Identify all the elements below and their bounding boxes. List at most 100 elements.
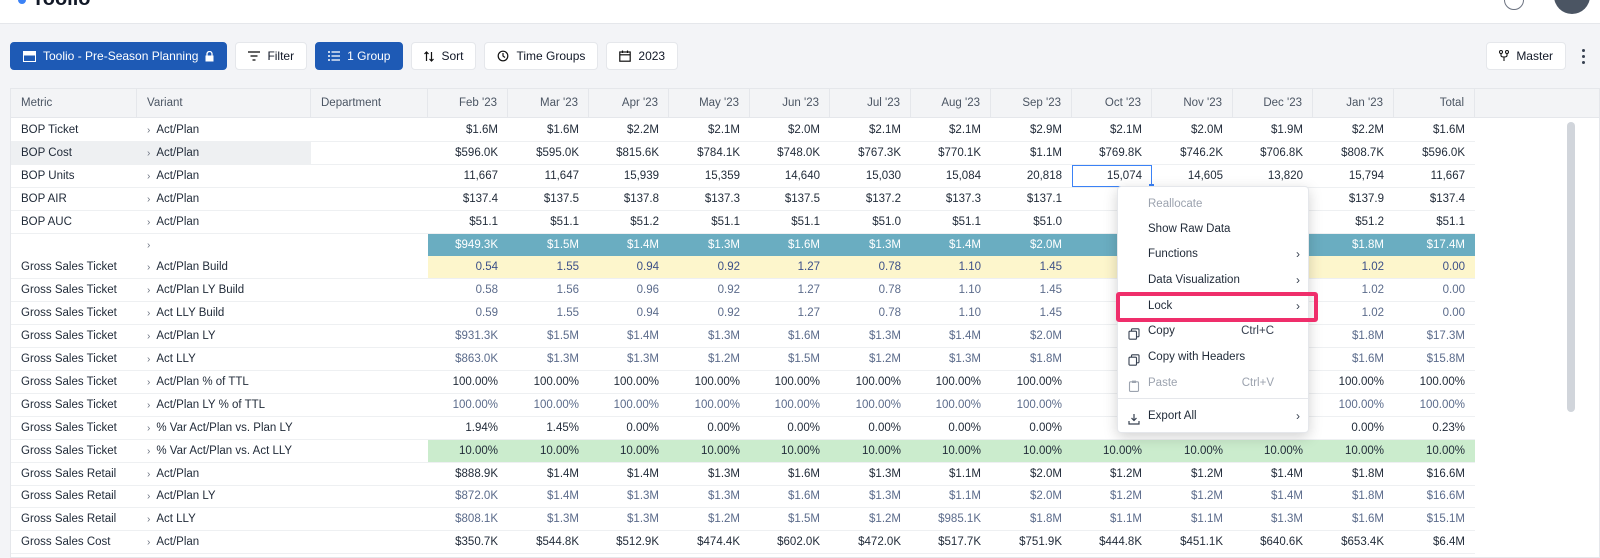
value-cell-apr-23[interactable]: $1.3M <box>627 490 659 503</box>
variant-cell[interactable]: › Act/Plan LY <box>137 325 311 347</box>
value-cell-oct-23[interactable]: 15,074 <box>1106 169 1142 182</box>
value-cell-feb-23[interactable]: $1.6M <box>466 124 498 136</box>
value-cell-total[interactable]: 0.00 <box>1442 284 1465 297</box>
column-header-variant[interactable]: Variant <box>137 89 311 118</box>
value-cell-jun-23[interactable]: 14,640 <box>784 169 820 182</box>
department-cell[interactable] <box>311 119 428 141</box>
expand-chevron-icon[interactable]: › <box>147 147 151 159</box>
column-header-jul-23[interactable]: Jul '23 <box>830 89 911 118</box>
value-cell-oct-23[interactable]: $769.8K <box>1099 146 1142 159</box>
department-cell[interactable] <box>311 188 428 210</box>
table-row[interactable]: Gross Sales Ticket › % Var Act/Plan vs. Ac… <box>11 439 1475 463</box>
metric-cell[interactable]: Gross Sales Ticket <box>21 444 117 457</box>
value-cell-jun-23[interactable]: 1.27 <box>797 261 820 274</box>
value-cell-feb-23[interactable]: $51.1 <box>469 215 498 228</box>
value-cell-apr-23[interactable]: 0.96 <box>636 284 659 297</box>
value-cell-apr-23[interactable]: $512.9K <box>616 536 659 549</box>
value-cell-jan-23[interactable]: 1.02 <box>1361 261 1384 274</box>
value-cell-nov-23[interactable]: $1.1M <box>1191 513 1223 526</box>
metric-cell[interactable]: Gross Sales Ticket <box>21 330 117 343</box>
value-cell-jun-23[interactable]: 100.00% <box>774 375 820 388</box>
value-cell-feb-23[interactable]: $863.0K <box>455 353 498 365</box>
value-cell-jul-23[interactable]: $51.0 <box>872 215 901 228</box>
value-cell-mar-23[interactable]: $1.4M <box>547 490 579 503</box>
variant-cell[interactable]: › Act/Plan <box>137 234 311 256</box>
column-header-dec-23[interactable]: Dec '23 <box>1233 89 1313 118</box>
table-row[interactable]: Gross Sales Retail › Act/Plan LY $872.0K $1.… <box>11 485 1475 509</box>
table-row[interactable]: Gross Sales Ticket › Act LLY $863.0K $1.3M $1… <box>11 348 1475 371</box>
value-cell-nov-23[interactable]: $2.0M <box>1191 124 1223 136</box>
view-selector-button[interactable]: Toolio - Pre-Season Planning <box>10 42 228 70</box>
department-cell[interactable] <box>311 417 428 439</box>
metric-cell[interactable]: Gross Sales Ticket <box>21 284 117 297</box>
value-cell-may-23[interactable]: 100.00% <box>694 375 740 388</box>
value-cell-jul-23[interactable]: $2.1M <box>869 124 901 136</box>
table-row[interactable]: Gross Sales Ticket › Act/Plan $949.3K $1.5M $… <box>11 233 1475 257</box>
column-header-metric[interactable]: Metric <box>11 89 137 118</box>
value-cell-aug-23[interactable]: $1.4M <box>949 238 981 251</box>
value-cell-jun-23[interactable]: $1.5M <box>788 353 820 365</box>
department-cell[interactable] <box>311 508 428 530</box>
department-cell[interactable] <box>311 440 428 462</box>
value-cell-may-23[interactable]: 100.00% <box>694 398 740 411</box>
value-cell-may-23[interactable]: $1.3M <box>708 238 740 251</box>
value-cell-sep-23[interactable]: $51.0 <box>1033 215 1062 228</box>
value-cell-jul-23[interactable]: $1.3M <box>869 238 901 251</box>
department-cell[interactable] <box>311 142 428 164</box>
metric-cell[interactable]: Gross Sales Ticket <box>21 421 117 434</box>
value-cell-jul-23[interactable]: 0.78 <box>878 261 901 274</box>
value-cell-mar-23[interactable]: $1.3M <box>547 353 579 365</box>
value-cell-nov-23[interactable]: 10.00% <box>1183 444 1223 457</box>
value-cell-jan-23[interactable]: $1.8M <box>1352 330 1384 343</box>
metric-cell[interactable]: Gross Sales Ticket <box>21 353 117 365</box>
expand-chevron-icon[interactable]: › <box>147 445 151 457</box>
expand-chevron-icon[interactable]: › <box>147 514 151 526</box>
value-cell-dec-23[interactable]: $706.8K <box>1260 146 1303 159</box>
table-row[interactable]: BOP Cost › Act/Plan $596.0K $595.0K $815.6K $7… <box>11 141 1475 165</box>
value-cell-sep-23[interactable]: 20,818 <box>1026 169 1062 182</box>
menu-item-copy[interactable]: Copy Ctrl+C <box>1118 319 1310 343</box>
metric-cell[interactable]: Gross Sales Cost <box>21 536 111 549</box>
value-cell-jan-23[interactable]: $2.2M <box>1352 124 1384 136</box>
column-header-department[interactable]: Department <box>311 89 428 118</box>
table-row[interactable]: Gross Sales Cost › Act/Plan $350.7K $544.8K $… <box>11 531 1475 555</box>
value-cell-may-23[interactable]: $1.2M <box>708 513 740 526</box>
value-cell-jul-23[interactable]: $1.2M <box>869 353 901 365</box>
value-cell-aug-23[interactable]: $517.7K <box>938 536 981 549</box>
value-cell-mar-23[interactable]: $1.6M <box>547 124 579 136</box>
metric-cell[interactable]: BOP Units <box>21 169 75 182</box>
value-cell-mar-23[interactable]: 100.00% <box>533 398 579 411</box>
value-cell-total[interactable]: $15.1M <box>1426 513 1465 526</box>
variant-cell[interactable]: › Act/Plan <box>137 463 311 485</box>
expand-chevron-icon[interactable]: › <box>147 468 151 480</box>
value-cell-apr-23[interactable]: $1.3M <box>627 353 659 365</box>
value-cell-apr-23[interactable]: $815.6K <box>616 146 659 159</box>
value-cell-total[interactable]: $17.4M <box>1426 238 1465 251</box>
table-row[interactable]: BOP AIR › Act/Plan $137.4 $137.5 $137.8 $137.3… <box>11 188 1475 211</box>
metric-cell[interactable]: Gross Sales Retail <box>21 513 117 526</box>
department-cell[interactable] <box>311 348 428 370</box>
value-cell-apr-23[interactable]: $1.4M <box>627 467 659 480</box>
filter-button[interactable]: Filter <box>235 42 308 70</box>
value-cell-sep-23[interactable]: 100.00% <box>1016 398 1062 411</box>
value-cell-jun-23[interactable]: $137.5 <box>784 192 820 205</box>
metric-cell[interactable]: BOP Ticket <box>21 124 79 136</box>
value-cell-sep-23[interactable]: 10.00% <box>1022 444 1062 457</box>
column-header-oct-23[interactable]: Oct '23 <box>1072 89 1152 118</box>
master-branch-button[interactable]: Master <box>1486 42 1566 70</box>
value-cell-mar-23[interactable]: $544.8K <box>536 536 579 549</box>
value-cell-aug-23[interactable]: $1.1M <box>949 467 981 480</box>
value-cell-may-23[interactable]: 0.92 <box>717 261 740 274</box>
value-cell-total[interactable]: 11,667 <box>1430 169 1465 182</box>
value-cell-apr-23[interactable]: $51.2 <box>630 215 659 228</box>
expand-chevron-icon[interactable]: › <box>147 262 151 274</box>
value-cell-jun-23[interactable]: $1.6M <box>788 238 820 251</box>
department-cell[interactable] <box>311 325 428 347</box>
variant-cell[interactable]: › Act/Plan <box>137 119 311 141</box>
value-cell-may-23[interactable]: 15,359 <box>704 169 740 182</box>
metric-cell[interactable]: BOP AUC <box>21 215 72 228</box>
menu-item-functions[interactable]: Functions › <box>1118 242 1310 266</box>
variant-cell[interactable]: › Act/Plan LY % of TTL <box>137 394 311 416</box>
value-cell-total[interactable]: $137.4 <box>1429 192 1465 205</box>
value-cell-apr-23[interactable]: 15,939 <box>623 169 659 182</box>
